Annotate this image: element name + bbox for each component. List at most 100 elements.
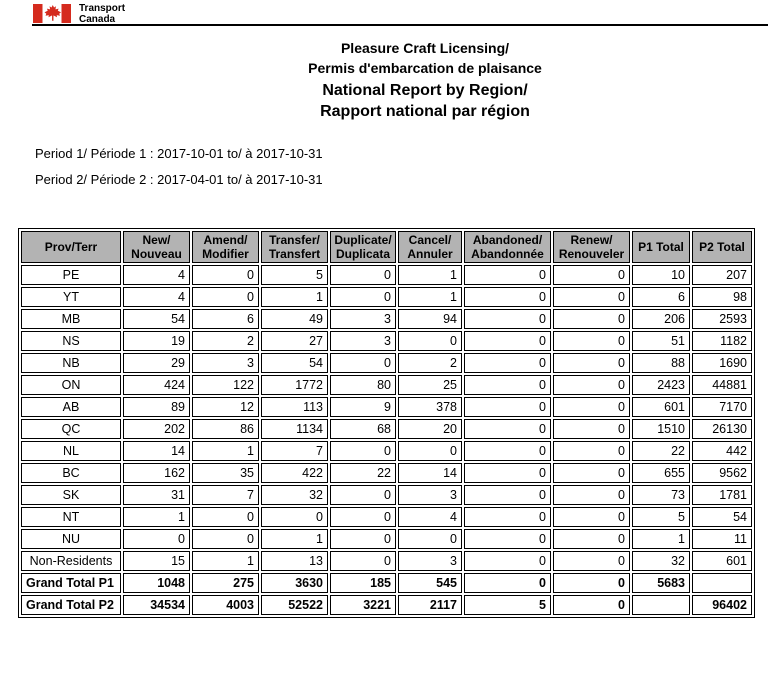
cell-value: 35 xyxy=(192,463,259,483)
report-title-en: Pleasure Craft Licensing/ xyxy=(340,40,510,56)
cell-value: 601 xyxy=(692,551,752,571)
cell-value: 22 xyxy=(632,441,690,461)
cell-value: 0 xyxy=(464,441,551,461)
table-row: BC 162 35 422 22 14 0 0 655 9562 xyxy=(21,463,752,483)
column-header: New/ Nouveau xyxy=(123,231,190,263)
cell-value: 5 xyxy=(632,507,690,527)
cell-value: 0 xyxy=(464,485,551,505)
cell-value: 424 xyxy=(123,375,190,395)
cell-value: 3 xyxy=(192,353,259,373)
cell-value: 5 xyxy=(464,595,551,615)
row-label: QC xyxy=(21,419,121,439)
cell-value: 54 xyxy=(692,507,752,527)
row-label: PE xyxy=(21,265,121,285)
cell-value: 7 xyxy=(261,441,328,461)
cell-value: 122 xyxy=(192,375,259,395)
cell-value: 0 xyxy=(553,331,630,351)
table-header: Prov/Terr New/ Nouveau Amend/ Modifier Tran… xyxy=(21,231,752,263)
cell-value: 4 xyxy=(123,265,190,285)
table-row: NU 0 0 1 0 0 0 0 1 11 xyxy=(21,529,752,549)
cell-value: 3 xyxy=(330,309,396,329)
row-label: MB xyxy=(21,309,121,329)
cell-value: 0 xyxy=(553,375,630,395)
cell-value: 54 xyxy=(261,353,328,373)
header-rule xyxy=(32,24,768,26)
cell-value: 0 xyxy=(192,287,259,307)
cell-value: 1 xyxy=(261,287,328,307)
cell-value: 0 xyxy=(553,529,630,549)
column-header: Cancel/ Annuler xyxy=(398,231,462,263)
report-title-fr: Permis d'embarcation de plaisance xyxy=(308,60,542,76)
column-header: Renew/ Renouveler xyxy=(553,231,630,263)
cell-value: 54 xyxy=(123,309,190,329)
row-label: NU xyxy=(21,529,121,549)
cell-value: 9 xyxy=(330,397,396,417)
row-label: Non-Residents xyxy=(21,551,121,571)
cell-value: 13 xyxy=(261,551,328,571)
cell-value: 0 xyxy=(553,397,630,417)
table-row: AB 89 12 113 9 378 0 0 601 7170 xyxy=(21,397,752,417)
row-label: YT xyxy=(21,287,121,307)
cell-value: 0 xyxy=(553,463,630,483)
cell-value: 0 xyxy=(330,353,396,373)
row-label: NL xyxy=(21,441,121,461)
cell-value: 5 xyxy=(261,265,328,285)
cell-value: 1 xyxy=(398,265,462,285)
table-row: SK 31 7 32 0 3 0 0 73 1781 xyxy=(21,485,752,505)
header-row: Prov/Terr New/ Nouveau Amend/ Modifier Tran… xyxy=(21,231,752,263)
cell-value: 86 xyxy=(192,419,259,439)
cell-value: 0 xyxy=(464,529,551,549)
cell-value: 1134 xyxy=(261,419,328,439)
cell-value: 422 xyxy=(261,463,328,483)
cell-value: 275 xyxy=(192,573,259,593)
cell-value: 22 xyxy=(330,463,396,483)
cell-value: 6 xyxy=(632,287,690,307)
cell-value: 2423 xyxy=(632,375,690,395)
table-row: QC 202 86 1134 68 20 0 0 1510 26130 xyxy=(21,419,752,439)
table-row: ON 424 122 1772 80 25 0 0 2423 44881 xyxy=(21,375,752,395)
cell-value: 0 xyxy=(192,265,259,285)
cell-value: 601 xyxy=(632,397,690,417)
cell-value: 0 xyxy=(330,507,396,527)
column-header: Abandoned/ Abandonnée xyxy=(464,231,551,263)
table-row: Non-Residents 15 1 13 0 3 0 0 32 601 xyxy=(21,551,752,571)
table-row: YT 4 0 1 0 1 0 0 6 98 xyxy=(21,287,752,307)
cell-value: 378 xyxy=(398,397,462,417)
table-row: NS 19 2 27 3 0 0 0 51 1182 xyxy=(21,331,752,351)
cell-value: 0 xyxy=(123,529,190,549)
cell-value: 0 xyxy=(330,265,396,285)
cell-value: 0 xyxy=(330,287,396,307)
cell-value: 442 xyxy=(692,441,752,461)
cell-value: 0 xyxy=(330,551,396,571)
wordmark-line-2: Canada xyxy=(79,14,116,25)
report-subtitle-en: National Report by Region/ xyxy=(322,82,528,99)
cell-value: 0 xyxy=(553,265,630,285)
column-header: P2 Total xyxy=(692,231,752,263)
cell-value: 12 xyxy=(192,397,259,417)
cell-value: 0 xyxy=(330,485,396,505)
cell-value: 0 xyxy=(553,551,630,571)
column-header: Amend/ Modifier xyxy=(192,231,259,263)
cell-value: 0 xyxy=(464,419,551,439)
cell-value: 1048 xyxy=(123,573,190,593)
cell-value: 0 xyxy=(464,287,551,307)
cell-value: 89 xyxy=(123,397,190,417)
cell-value: 5683 xyxy=(632,573,690,593)
cell-value: 19 xyxy=(123,331,190,351)
cell-value: 0 xyxy=(398,331,462,351)
cell-value: 1690 xyxy=(692,353,752,373)
title-block: Pleasure Craft Licensing/ Permis d'embar… xyxy=(82,38,768,122)
cell-value: 113 xyxy=(261,397,328,417)
cell-value: 185 xyxy=(330,573,396,593)
cell-value: 0 xyxy=(553,595,630,615)
cell-value: 34534 xyxy=(123,595,190,615)
cell-value: 0 xyxy=(464,551,551,571)
grand-total-row: Grand Total P2 34534 4003 52522 3221 2117 5 0 96… xyxy=(21,595,752,615)
cell-value: 25 xyxy=(398,375,462,395)
cell-value: 32 xyxy=(632,551,690,571)
cell-value: 0 xyxy=(553,573,630,593)
cell-value: 73 xyxy=(632,485,690,505)
cell-value: 0 xyxy=(464,463,551,483)
cell-value: 0 xyxy=(464,265,551,285)
